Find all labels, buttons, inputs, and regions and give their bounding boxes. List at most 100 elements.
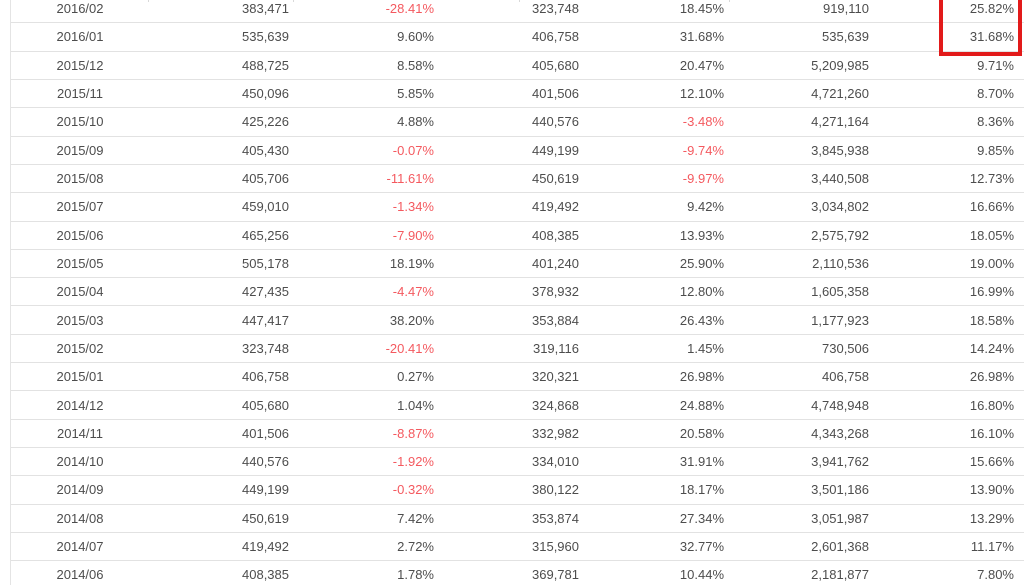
- cell-value: 408,385: [532, 227, 579, 243]
- cell-value: 13.90%: [969, 482, 1014, 498]
- cell-value: 332,982: [532, 425, 579, 441]
- cell-value: 353,874: [532, 510, 579, 526]
- cell-value: 2,110,536: [812, 255, 869, 271]
- cell-value: 19.00%: [969, 255, 1014, 271]
- cell-value: 447,417: [242, 312, 289, 328]
- cell-value: 440,576: [242, 454, 289, 470]
- cell-month: 2015/07: [56, 199, 104, 215]
- cell-value: 406,758: [242, 369, 289, 385]
- table-row: 2014/11 401,506 -8.87% 332,982 20.58% 4,343,2…: [11, 419, 1024, 448]
- cell-value: 408,385: [242, 567, 289, 583]
- cell-value: -7.90%: [392, 227, 434, 243]
- cell-value: 4,748,948: [811, 397, 869, 413]
- cell-value: 419,492: [242, 539, 289, 555]
- cell-value: 31.91%: [679, 454, 724, 470]
- cell-value: 4,343,268: [811, 425, 869, 441]
- cell-value: -4.47%: [392, 284, 434, 300]
- column-border-tick: [293, 0, 294, 2]
- cell-month: 2015/11: [56, 86, 104, 102]
- cell-value: 450,619: [242, 510, 289, 526]
- cell-value: 9.60%: [397, 29, 434, 45]
- cell-value: 4,721,260: [811, 86, 869, 102]
- cell-value: 15.66%: [969, 454, 1014, 470]
- cell-value: 25.90%: [679, 255, 724, 271]
- cell-value: 419,492: [532, 199, 579, 215]
- cell-month: 2016/02: [56, 1, 104, 17]
- cell-value: -0.32%: [392, 482, 434, 498]
- cell-month: 2015/04: [56, 284, 104, 300]
- cell-value: 440,576: [532, 114, 579, 130]
- cell-value: 1.45%: [687, 340, 724, 356]
- cell-value: 20.47%: [679, 57, 724, 73]
- cell-month: 2014/07: [56, 539, 104, 555]
- cell-value: -3.48%: [682, 114, 724, 130]
- table-row: 2014/08 450,619 7.42% 353,874 27.34% 3,051,98…: [11, 504, 1024, 533]
- cell-value: 323,748: [532, 1, 579, 17]
- table-row: 2015/04 427,435 -4.47% 378,932 12.80% 1,605,3…: [11, 278, 1024, 307]
- cell-value: -11.61%: [386, 171, 434, 187]
- cell-month: 2014/11: [56, 425, 104, 441]
- cell-value: 535,639: [822, 29, 869, 45]
- cell-value: 12.80%: [679, 284, 724, 300]
- column-border-tick: [729, 0, 730, 2]
- table-row: 2015/11 450,096 5.85% 401,506 12.10% 4,721,26…: [11, 79, 1024, 109]
- cell-month: 2016/01: [56, 29, 104, 45]
- cell-month: 2014/12: [56, 397, 104, 413]
- cell-value: 24.88%: [679, 397, 724, 413]
- cell-value: 18.05%: [969, 227, 1014, 243]
- table-row: 2015/01 406,758 0.27% 320,321 26.98% 406,758 2…: [11, 363, 1024, 392]
- cell-value: 406,758: [532, 29, 579, 45]
- cell-month: 2015/05: [56, 255, 104, 271]
- table-row: 2014/09 449,199 -0.32% 380,122 18.17% 3,501,1…: [11, 476, 1024, 505]
- cell-value: 465,256: [242, 227, 289, 243]
- table-row: 2014/07 419,492 2.72% 315,960 32.77% 2,601,36…: [11, 532, 1024, 562]
- cell-value: 3,941,762: [811, 454, 869, 470]
- cell-month: 2015/03: [56, 312, 104, 328]
- cell-value: 405,430: [242, 142, 289, 158]
- cell-value: 5,209,985: [811, 57, 869, 73]
- table-row: 2015/07 459,010 -1.34% 419,492 9.42% 3,034,80…: [11, 193, 1024, 222]
- cell-value: 16.66%: [969, 199, 1014, 215]
- cell-month: 2015/08: [56, 171, 104, 187]
- cell-value: 3,034,802: [811, 199, 869, 215]
- cell-value: 450,096: [242, 86, 289, 102]
- cell-value: -1.34%: [392, 199, 434, 215]
- cell-value: 20.58%: [679, 425, 724, 441]
- cell-month: 2015/02: [56, 340, 104, 356]
- cell-value: 3,051,987: [811, 510, 869, 526]
- cell-value: 401,506: [242, 425, 289, 441]
- cell-month: 2015/12: [56, 57, 104, 73]
- cell-value: 3,440,508: [811, 171, 869, 187]
- column-border-tick: [519, 0, 520, 2]
- cell-value: 319,116: [532, 340, 579, 356]
- cell-month: 2015/06: [56, 227, 104, 243]
- cell-value: 18.17%: [679, 482, 724, 498]
- cell-value: 450,619: [532, 171, 579, 187]
- cell-value: 4.88%: [397, 114, 434, 130]
- cell-value: 8.58%: [397, 57, 434, 73]
- cell-value: -9.97%: [682, 171, 724, 187]
- cell-value: 405,680: [242, 397, 289, 413]
- cell-value: 406,758: [822, 369, 869, 385]
- cell-value: 26.43%: [679, 312, 724, 328]
- cell-value: 315,960: [532, 539, 579, 555]
- table-row: 2014/10 440,576 -1.92% 334,010 31.91% 3,941,7…: [11, 448, 1024, 477]
- cell-value: 16.99%: [969, 284, 1014, 300]
- cell-month: 2015/09: [56, 142, 104, 158]
- cell-value: 324,868: [532, 397, 579, 413]
- table-row: 2016/01 535,639 9.60% 406,758 31.68% 535,639 3…: [11, 23, 1024, 52]
- table-row: 2014/12 405,680 1.04% 324,868 24.88% 4,748,94…: [11, 391, 1024, 420]
- cell-value: 12.73%: [969, 171, 1014, 187]
- cell-value: 18.19%: [389, 255, 434, 271]
- cell-value: 11.17%: [970, 539, 1014, 555]
- cell-value: 505,178: [242, 255, 289, 271]
- cell-month: 2014/09: [56, 482, 104, 498]
- cell-value: 18.45%: [679, 1, 724, 17]
- cell-value: 14.24%: [969, 340, 1014, 356]
- cell-value: 25.82%: [969, 1, 1014, 17]
- cell-value: 9.42%: [687, 199, 724, 215]
- cell-value: 9.85%: [977, 142, 1014, 158]
- cell-value: 31.68%: [969, 29, 1014, 45]
- cell-value: 449,199: [242, 482, 289, 498]
- cell-value: 425,226: [242, 114, 289, 130]
